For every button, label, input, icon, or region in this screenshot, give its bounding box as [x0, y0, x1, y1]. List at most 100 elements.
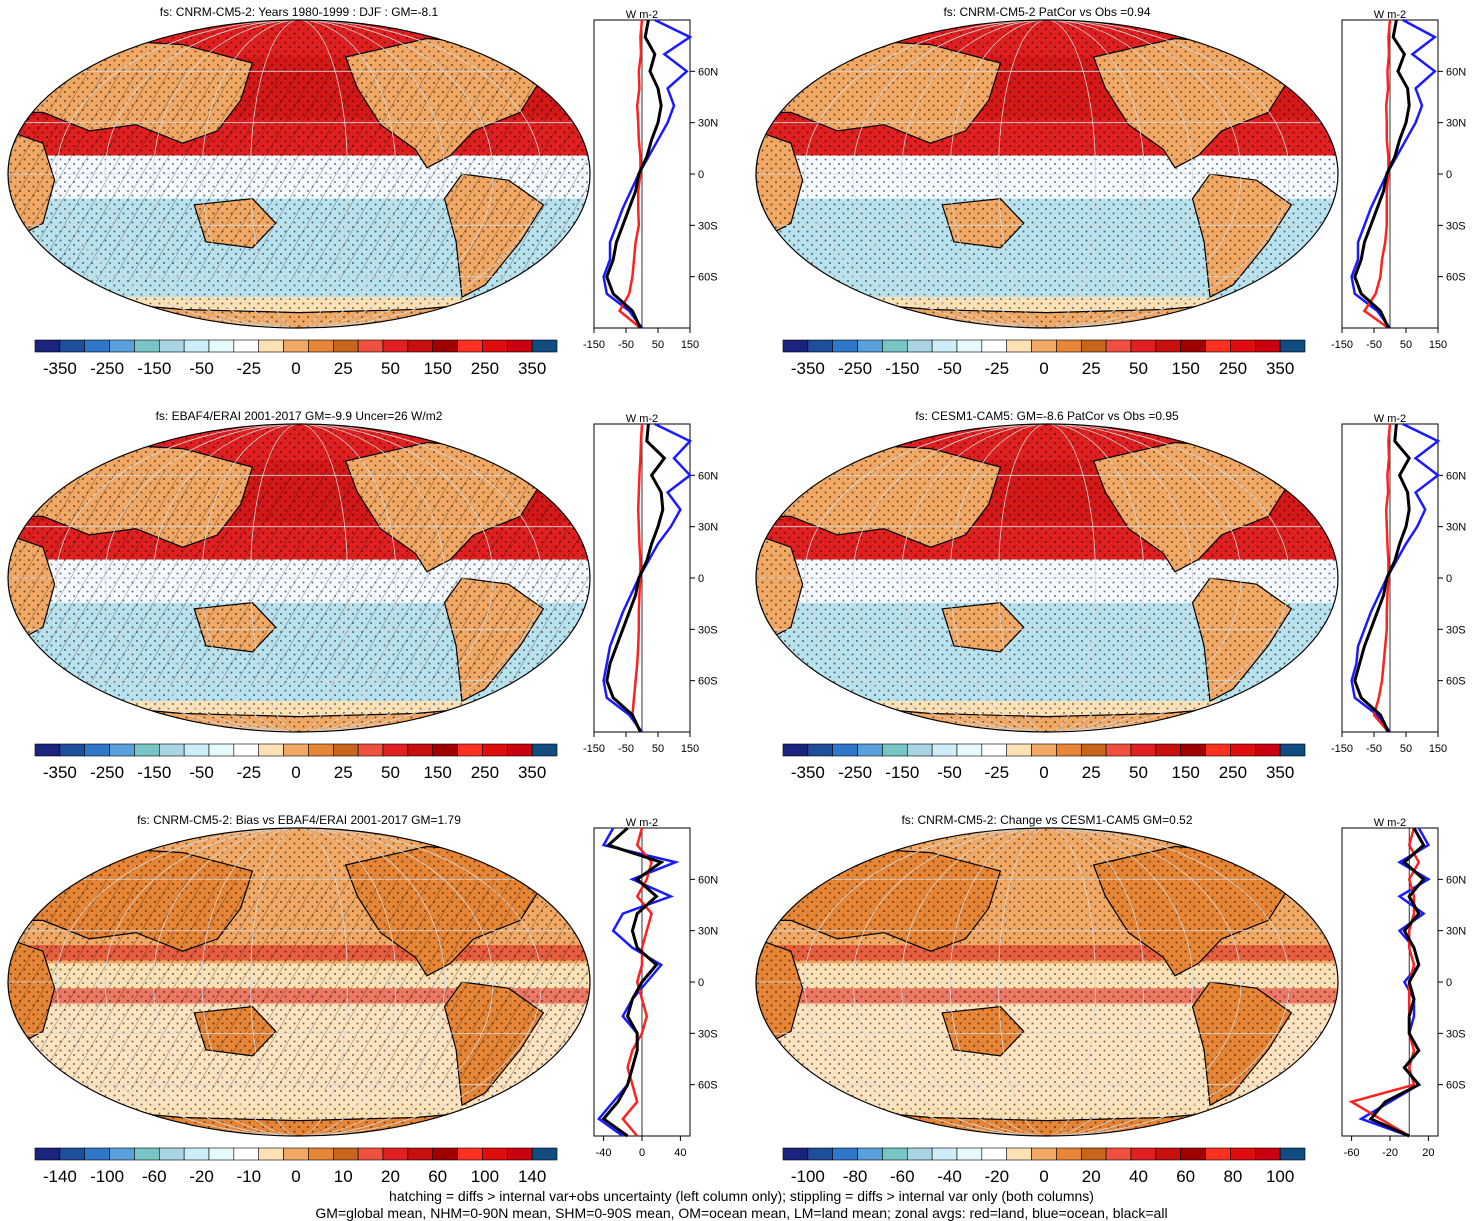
colorbar-swatch: [283, 1147, 309, 1161]
y-tick-label: 60S: [1446, 1080, 1466, 1092]
footnote-line-2: GM=global mean, NHM=0-90N mean, SHM=0-90…: [315, 1205, 1168, 1221]
colorbar-swatch: [233, 743, 260, 757]
x-tick-label: -50: [1366, 339, 1382, 351]
colorbar-label: -150: [885, 763, 919, 782]
footnote-line-1: hatching = diffs > internal var+obs unce…: [389, 1188, 1094, 1204]
colorbar-swatch: [1205, 1147, 1231, 1161]
colorbar-label: 0: [1039, 359, 1048, 378]
x-tick-label: -20: [1382, 1147, 1398, 1159]
colorbar-swatch: [931, 339, 958, 353]
x-tick-label: 50: [652, 339, 664, 351]
colorbar-swatch: [308, 339, 334, 353]
colorbar-swatch: [208, 743, 235, 757]
colorbar-swatch: [34, 339, 61, 353]
colorbar-label: 250: [1219, 359, 1247, 378]
lon-gridline: [852, 828, 1242, 1136]
x-tick-label: 50: [1400, 339, 1412, 351]
colorbar-label: 150: [1171, 359, 1199, 378]
lon-gridline: [104, 20, 494, 328]
colorbar-swatch: [832, 743, 858, 757]
lon-gridline: [250, 424, 348, 732]
series-land: [621, 827, 653, 1137]
colorbar-swatch: [1056, 1147, 1082, 1161]
y-tick-label: 0: [1446, 977, 1452, 989]
colorbar-swatch: [1230, 743, 1256, 757]
colorbar-swatch: [233, 339, 260, 353]
colorbar-swatch: [59, 1147, 86, 1161]
units-label: W m-2: [1374, 413, 1406, 425]
map-border: [755, 423, 1339, 733]
panel-title: fs: CNRM-CM5-2 PatCor vs Obs =0.94: [943, 5, 1150, 19]
y-tick-label: 30S: [698, 220, 718, 232]
map-panel-6: [756, 828, 1338, 1136]
colorbar-swatch: [233, 1147, 260, 1161]
colorbar-label: -60: [890, 1167, 915, 1186]
panel-title: fs: CNRM-CM5-2: Bias vs EBAF4/ERAI 2001-…: [137, 813, 461, 827]
colorbar-label: -60: [142, 1167, 167, 1186]
x-tick-label: 40: [674, 1147, 686, 1159]
colorbar-label: 50: [381, 763, 400, 782]
colorbar-swatch: [1279, 743, 1306, 757]
colorbar-swatch: [782, 1147, 809, 1161]
colorbar-swatch: [258, 743, 284, 757]
colorbar-swatch: [407, 1147, 434, 1161]
colorbar-label: -50: [189, 763, 214, 782]
colorbar-label: -150: [885, 359, 919, 378]
x-tick-label: 50: [652, 743, 664, 755]
series-ocean: [602, 422, 693, 733]
colorbar-swatch: [432, 743, 458, 757]
colorbar-swatch: [382, 743, 409, 757]
colorbar-swatch: [1180, 339, 1206, 353]
panel-title: fs: EBAF4/ERAI 2001-2017 GM=-9.9 Uncer=2…: [156, 409, 443, 423]
lon-gridline: [949, 20, 1145, 328]
colorbar-swatch: [906, 339, 933, 353]
colorbar-swatch: [1155, 339, 1182, 353]
colorbar-label: -350: [43, 359, 77, 378]
colorbar-swatch: [1105, 339, 1132, 353]
colorbar-swatch: [382, 1147, 409, 1161]
colorbar-swatch: [956, 743, 983, 757]
x-tick-label: -150: [583, 339, 605, 351]
colorbar-swatch: [183, 339, 210, 353]
y-tick-label: 30S: [1446, 220, 1466, 232]
map-panel-4: [756, 424, 1338, 732]
lon-gridline: [998, 424, 1096, 732]
colorbar-swatch: [432, 339, 458, 353]
colorbar-swatch: [1130, 1147, 1157, 1161]
colorbar-swatch: [1254, 339, 1281, 353]
colorbar-swatch: [882, 743, 908, 757]
colorbar-swatch: [807, 339, 834, 353]
colorbar-swatch: [956, 1147, 983, 1161]
lon-gridline: [998, 828, 1096, 1136]
colorbar-swatch: [1056, 743, 1082, 757]
colorbar-swatch: [807, 743, 834, 757]
colorbar-swatch: [308, 743, 334, 757]
colorbar-swatch: [457, 1147, 483, 1161]
colorbar-label: 60: [1176, 1167, 1195, 1186]
colorbar-swatch: [482, 1147, 508, 1161]
colorbar-swatch: [506, 1147, 533, 1161]
colorbar-swatch: [1130, 339, 1157, 353]
colorbar-swatch: [782, 339, 809, 353]
colorbar-label: 0: [291, 1167, 300, 1186]
colorbar-label: -250: [90, 359, 124, 378]
colorbar-label: 25: [334, 359, 353, 378]
y-tick-label: 60N: [1446, 66, 1466, 78]
colorbar-label: 140: [518, 1167, 546, 1186]
colorbar-label: 10: [334, 1167, 353, 1186]
colorbar-swatch: [357, 1147, 384, 1161]
colorbar-swatch: [1205, 743, 1231, 757]
colorbar-label: -50: [937, 763, 962, 782]
colorbar-swatch: [531, 743, 558, 757]
colorbar-swatch: [457, 339, 483, 353]
colorbar-label: -80: [843, 1167, 868, 1186]
colorbar-label: 350: [518, 763, 546, 782]
map-panel-5: [8, 828, 590, 1136]
y-tick-label: 30N: [1446, 926, 1466, 938]
colorbar-swatch: [906, 1147, 933, 1161]
colorbar-swatch: [357, 339, 384, 353]
x-tick-label: -50: [618, 743, 634, 755]
colorbar-swatch: [183, 1147, 210, 1161]
colorbar-label: 150: [1171, 763, 1199, 782]
lon-gridline: [901, 424, 1193, 732]
